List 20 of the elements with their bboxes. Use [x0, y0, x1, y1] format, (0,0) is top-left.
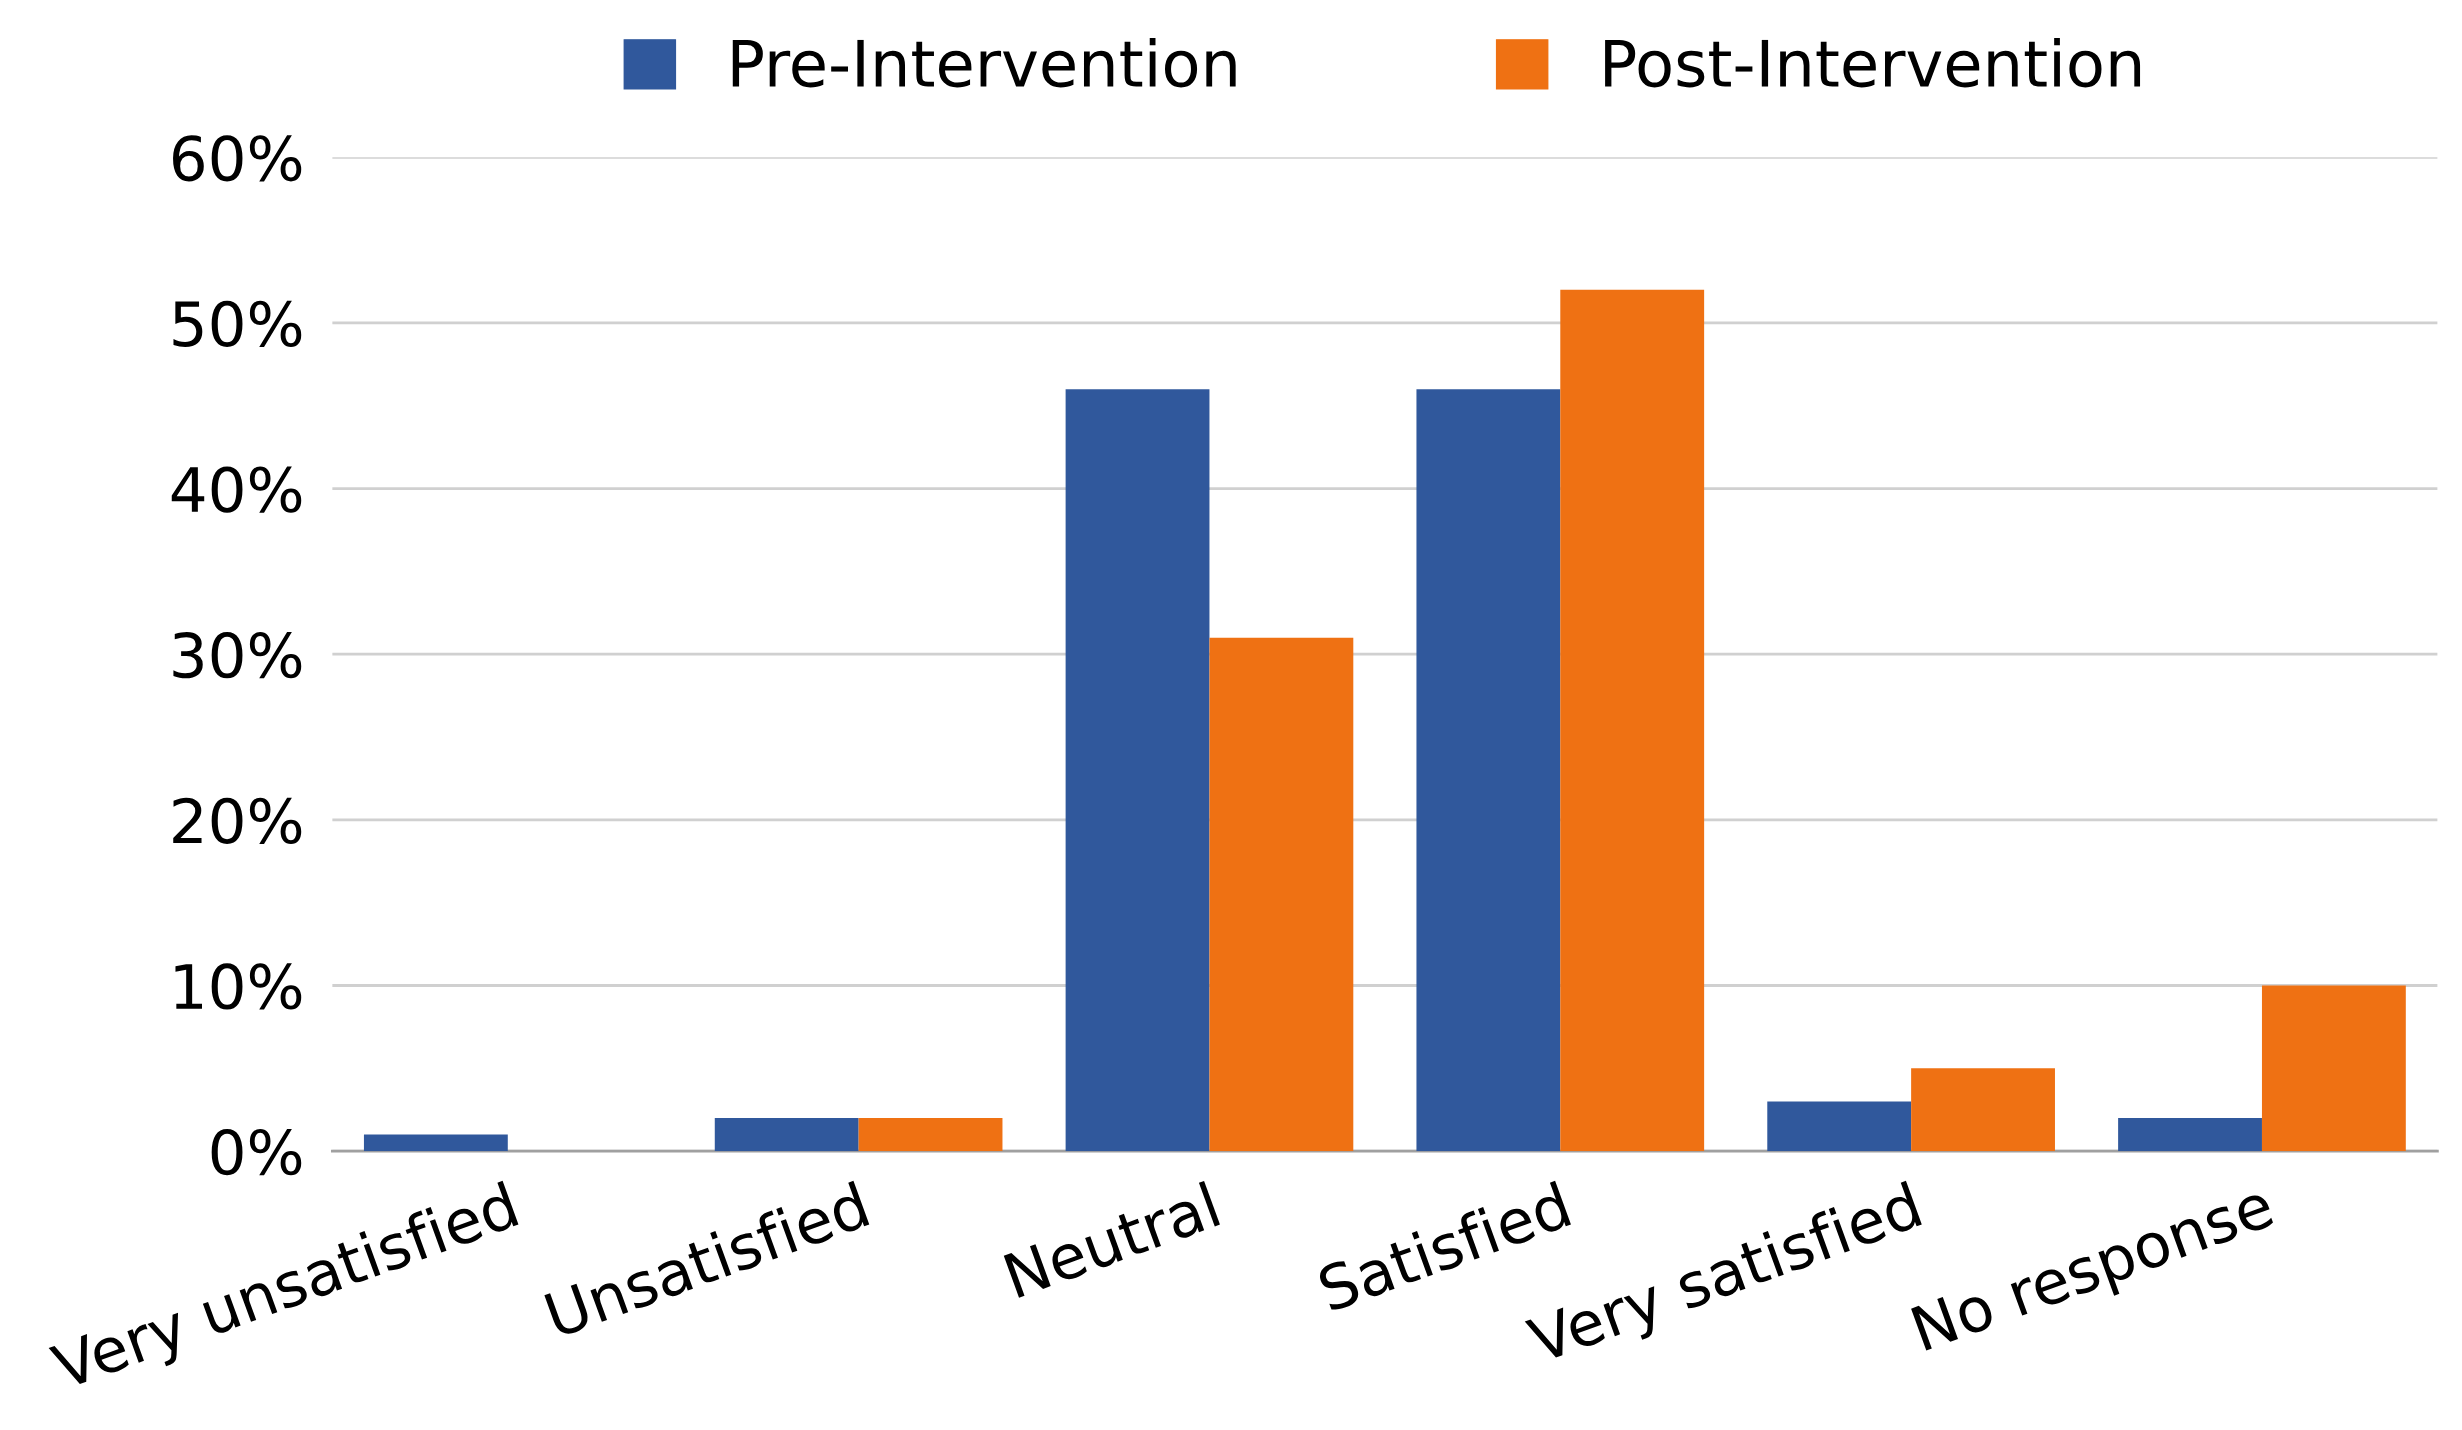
- bar: [2118, 1118, 2262, 1152]
- y-tick-label: 30%: [173, 632, 302, 679]
- y-tick-label: 10%: [175, 963, 302, 1010]
- y-tick-label: 50%: [173, 300, 302, 348]
- bar: [1911, 1068, 2055, 1152]
- bar: [1767, 1101, 1912, 1152]
- bar: [858, 1118, 1003, 1152]
- y-tick-label: 60%: [173, 135, 302, 182]
- bar: [1065, 389, 1210, 1152]
- bar: [714, 1118, 859, 1152]
- bar: [1560, 289, 1705, 1152]
- bar: [363, 1134, 508, 1152]
- y-tick-label: 40%: [171, 466, 302, 513]
- bar: [1416, 389, 1561, 1152]
- legend-label: Post-Intervention: [1605, 37, 2141, 88]
- legend-label: Pre-Intervention: [732, 37, 1236, 88]
- y-tick-label: 20%: [173, 797, 302, 844]
- y-tick-label: 0%: [211, 1129, 302, 1176]
- bar: [1209, 637, 1354, 1152]
- bar: [2261, 985, 2406, 1152]
